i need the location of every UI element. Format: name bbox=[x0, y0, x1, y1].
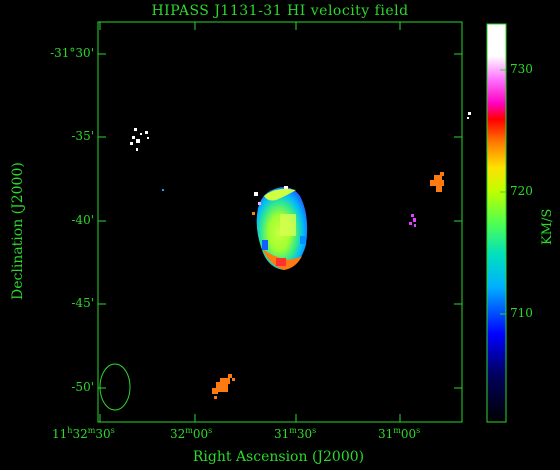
orange-blob-bottom bbox=[212, 374, 235, 399]
y-ticks bbox=[98, 53, 462, 389]
y-axis-label: Declination (J2000) bbox=[10, 162, 26, 300]
colorbar-tick-label: 720 bbox=[510, 184, 533, 198]
orange-blob-right bbox=[430, 172, 444, 192]
ytick-label: -31°30' bbox=[50, 46, 94, 60]
colorbar-unit-label: KM/S bbox=[540, 208, 555, 245]
xtick-label: 32m00s bbox=[170, 426, 213, 441]
ytick-label: -45' bbox=[71, 296, 94, 310]
ytick-label: -40' bbox=[71, 213, 94, 227]
beam-ellipse bbox=[99, 363, 131, 411]
ytick-label: -35' bbox=[71, 129, 94, 143]
cyan-dot bbox=[162, 189, 164, 191]
colorbar-ticks bbox=[500, 69, 506, 315]
xtick-label: 31m00s bbox=[378, 426, 421, 441]
ytick-label: -50' bbox=[71, 380, 94, 394]
galaxy-emission bbox=[252, 186, 308, 270]
white-speckles bbox=[130, 112, 471, 151]
colorbar-tick-label: 730 bbox=[510, 62, 533, 76]
plot-frame bbox=[97, 21, 463, 423]
magenta-blob bbox=[409, 214, 416, 227]
map-title: HIPASS J1131-31 HI velocity field bbox=[151, 3, 409, 19]
colorbar-tick-label: 710 bbox=[510, 306, 533, 320]
colorbar bbox=[486, 23, 507, 423]
x-ticks bbox=[99, 22, 401, 422]
x-axis-label: Right Ascension (J2000) bbox=[192, 449, 365, 465]
xtick-label: 31m30s bbox=[274, 426, 317, 441]
xtick-label: 11h32m30s bbox=[52, 426, 115, 441]
